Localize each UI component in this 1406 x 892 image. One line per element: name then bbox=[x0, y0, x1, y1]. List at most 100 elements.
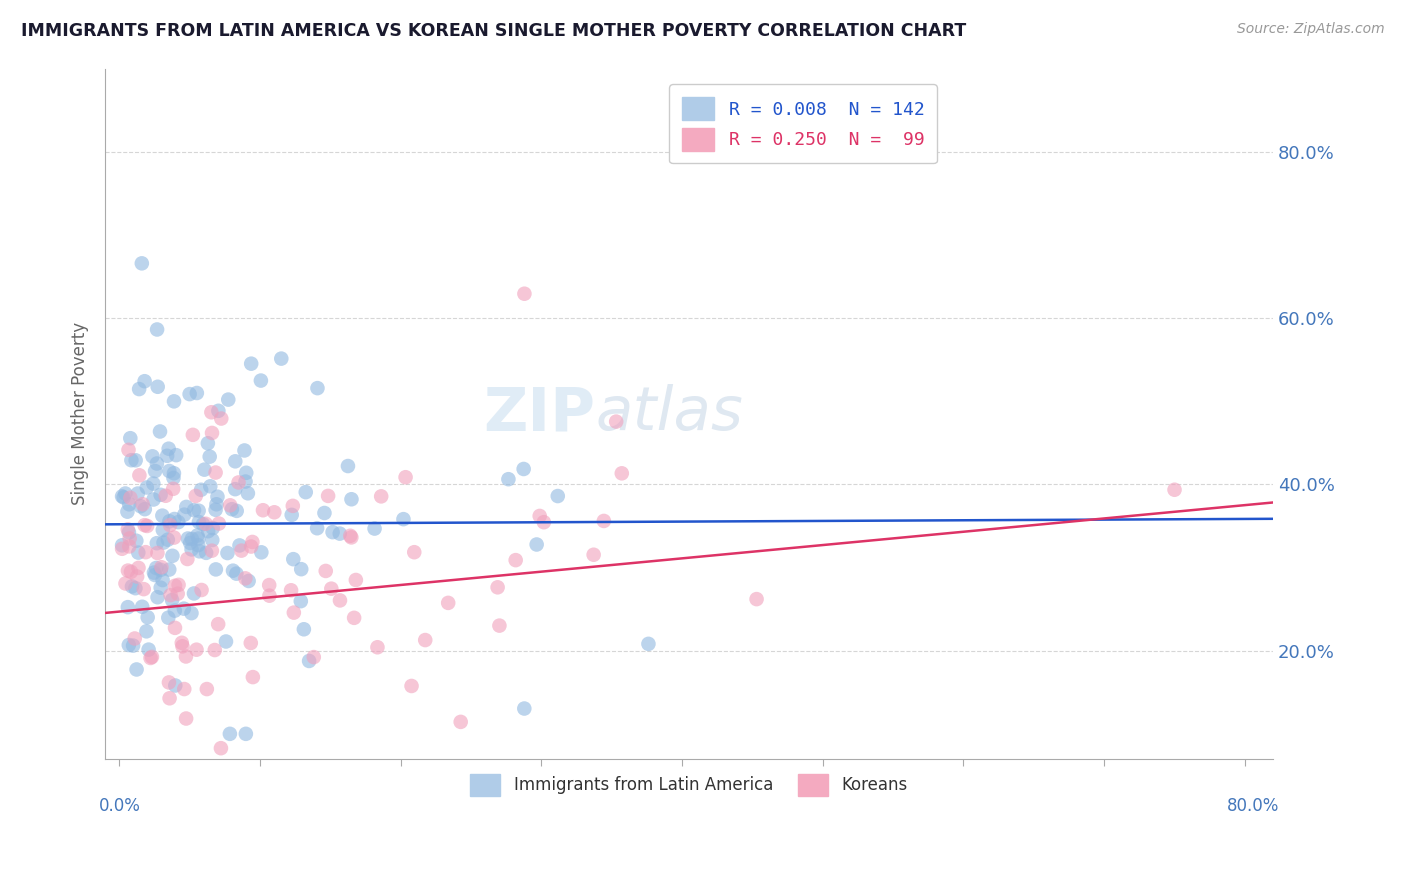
Point bbox=[187, 515, 209, 529]
Point bbox=[128, 468, 150, 483]
Point bbox=[173, 508, 195, 522]
Point bbox=[194, 516, 217, 531]
Point bbox=[637, 637, 659, 651]
Text: Source: ZipAtlas.com: Source: ZipAtlas.com bbox=[1237, 22, 1385, 37]
Point bbox=[127, 569, 149, 583]
Point bbox=[136, 519, 159, 533]
Point bbox=[235, 727, 257, 741]
Point bbox=[221, 502, 243, 516]
Point bbox=[222, 564, 245, 578]
Point bbox=[141, 450, 163, 464]
Point bbox=[142, 476, 165, 491]
Point bbox=[152, 573, 174, 587]
Point bbox=[112, 491, 135, 505]
Point bbox=[1163, 483, 1185, 497]
Point bbox=[197, 524, 219, 538]
Point bbox=[145, 561, 167, 575]
Point bbox=[146, 457, 169, 471]
Point bbox=[235, 475, 257, 489]
Point bbox=[149, 581, 172, 595]
Point bbox=[228, 475, 250, 490]
Point bbox=[225, 566, 247, 581]
Point bbox=[149, 488, 172, 502]
Point bbox=[240, 357, 263, 371]
Point bbox=[498, 472, 520, 486]
Point bbox=[486, 580, 509, 594]
Point bbox=[124, 453, 146, 467]
Point bbox=[307, 521, 329, 535]
Point bbox=[340, 492, 363, 507]
Point bbox=[173, 601, 195, 615]
Point bbox=[236, 486, 259, 500]
Point bbox=[166, 587, 188, 601]
Point bbox=[159, 518, 181, 533]
Point bbox=[240, 540, 263, 554]
Point bbox=[526, 537, 548, 551]
Point bbox=[302, 650, 325, 665]
Point bbox=[179, 387, 201, 401]
Point bbox=[401, 679, 423, 693]
Point bbox=[152, 535, 174, 549]
Point bbox=[127, 546, 149, 560]
Point bbox=[270, 351, 292, 366]
Point bbox=[529, 508, 551, 523]
Point bbox=[298, 654, 321, 668]
Point bbox=[120, 491, 142, 505]
Point bbox=[159, 691, 181, 706]
Point bbox=[118, 638, 141, 652]
Point bbox=[157, 563, 180, 577]
Point bbox=[205, 562, 228, 576]
Point bbox=[160, 593, 183, 607]
Point bbox=[208, 516, 231, 531]
Point bbox=[204, 466, 226, 480]
Point bbox=[124, 581, 146, 595]
Point bbox=[280, 583, 302, 598]
Point bbox=[128, 561, 150, 575]
Point bbox=[186, 386, 208, 401]
Point bbox=[201, 543, 224, 558]
Point bbox=[219, 727, 242, 741]
Point bbox=[135, 481, 157, 495]
Point bbox=[157, 442, 180, 456]
Point bbox=[149, 563, 172, 577]
Point bbox=[141, 649, 163, 664]
Point bbox=[592, 514, 614, 528]
Point bbox=[339, 529, 361, 543]
Point bbox=[209, 741, 232, 756]
Point bbox=[488, 618, 510, 632]
Point bbox=[150, 560, 173, 574]
Point bbox=[413, 633, 436, 648]
Point bbox=[207, 617, 229, 632]
Point bbox=[250, 374, 273, 388]
Point bbox=[610, 467, 633, 481]
Point bbox=[242, 670, 264, 684]
Point bbox=[205, 497, 228, 511]
Point bbox=[224, 454, 246, 468]
Point bbox=[120, 453, 142, 467]
Point bbox=[392, 512, 415, 526]
Point bbox=[190, 483, 212, 497]
Point bbox=[217, 392, 239, 407]
Text: IMMIGRANTS FROM LATIN AMERICA VS KOREAN SINGLE MOTHER POVERTY CORRELATION CHART: IMMIGRANTS FROM LATIN AMERICA VS KOREAN … bbox=[21, 22, 966, 40]
Point bbox=[186, 528, 208, 542]
Point bbox=[290, 594, 312, 608]
Point bbox=[136, 610, 159, 624]
Point bbox=[162, 549, 184, 563]
Point bbox=[336, 458, 359, 473]
Point bbox=[111, 541, 134, 556]
Point bbox=[114, 576, 136, 591]
Point bbox=[163, 467, 186, 481]
Point bbox=[204, 643, 226, 657]
Point bbox=[209, 411, 232, 425]
Point bbox=[163, 604, 186, 618]
Point bbox=[187, 538, 209, 552]
Point bbox=[257, 578, 280, 592]
Point bbox=[111, 538, 134, 552]
Point bbox=[315, 564, 337, 578]
Point bbox=[252, 503, 274, 517]
Point bbox=[238, 574, 260, 588]
Point bbox=[235, 466, 257, 480]
Point bbox=[179, 536, 201, 550]
Point bbox=[146, 536, 169, 550]
Point bbox=[174, 712, 197, 726]
